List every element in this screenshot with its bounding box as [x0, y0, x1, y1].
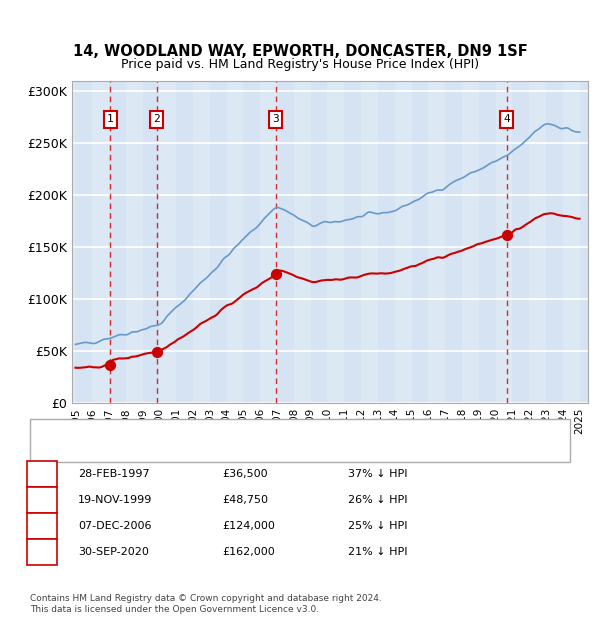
- Text: £48,750: £48,750: [222, 495, 268, 505]
- Bar: [109, 81, 126, 403]
- Text: 1: 1: [38, 469, 46, 479]
- Text: £162,000: £162,000: [222, 547, 275, 557]
- Bar: [580, 81, 596, 403]
- Text: 28-FEB-1997: 28-FEB-1997: [78, 469, 149, 479]
- Bar: [277, 81, 294, 403]
- Text: 14, WOODLAND WAY, EPWORTH, DONCASTER, DN9 1SF (detached house): 14, WOODLAND WAY, EPWORTH, DONCASTER, DN…: [114, 424, 499, 434]
- Text: 30-SEP-2020: 30-SEP-2020: [78, 547, 149, 557]
- Text: 4: 4: [38, 547, 46, 557]
- Point: [152, 347, 161, 357]
- Bar: [546, 81, 563, 403]
- Bar: [512, 81, 529, 403]
- Text: ─────: ─────: [54, 445, 91, 458]
- Text: Contains HM Land Registry data © Crown copyright and database right 2024.
This d: Contains HM Land Registry data © Crown c…: [30, 595, 382, 614]
- Text: ─────: ─────: [54, 423, 91, 435]
- Text: 4: 4: [503, 114, 510, 124]
- Text: 3: 3: [272, 114, 279, 124]
- Bar: [445, 81, 462, 403]
- Bar: [143, 81, 160, 403]
- Text: 37% ↓ HPI: 37% ↓ HPI: [348, 469, 407, 479]
- Bar: [412, 81, 428, 403]
- Bar: [76, 81, 92, 403]
- Point: [502, 229, 512, 239]
- Bar: [210, 81, 227, 403]
- Text: Price paid vs. HM Land Registry's House Price Index (HPI): Price paid vs. HM Land Registry's House …: [121, 58, 479, 71]
- Bar: [378, 81, 395, 403]
- Text: 07-DEC-2006: 07-DEC-2006: [78, 521, 151, 531]
- Bar: [479, 81, 496, 403]
- Text: 2: 2: [38, 495, 46, 505]
- Text: £124,000: £124,000: [222, 521, 275, 531]
- Text: 25% ↓ HPI: 25% ↓ HPI: [348, 521, 407, 531]
- Text: 21% ↓ HPI: 21% ↓ HPI: [348, 547, 407, 557]
- Text: 3: 3: [38, 521, 46, 531]
- Text: 26% ↓ HPI: 26% ↓ HPI: [348, 495, 407, 505]
- Bar: [244, 81, 260, 403]
- Point: [106, 360, 115, 370]
- Bar: [176, 81, 193, 403]
- Bar: [344, 81, 361, 403]
- Text: 19-NOV-1999: 19-NOV-1999: [78, 495, 152, 505]
- Text: HPI: Average price, detached house, North Lincolnshire: HPI: Average price, detached house, Nort…: [114, 446, 402, 456]
- Text: 14, WOODLAND WAY, EPWORTH, DONCASTER, DN9 1SF: 14, WOODLAND WAY, EPWORTH, DONCASTER, DN…: [73, 44, 527, 59]
- Bar: [311, 81, 328, 403]
- Text: £36,500: £36,500: [222, 469, 268, 479]
- Point: [271, 269, 280, 279]
- Text: 1: 1: [107, 114, 114, 124]
- Text: 2: 2: [153, 114, 160, 124]
